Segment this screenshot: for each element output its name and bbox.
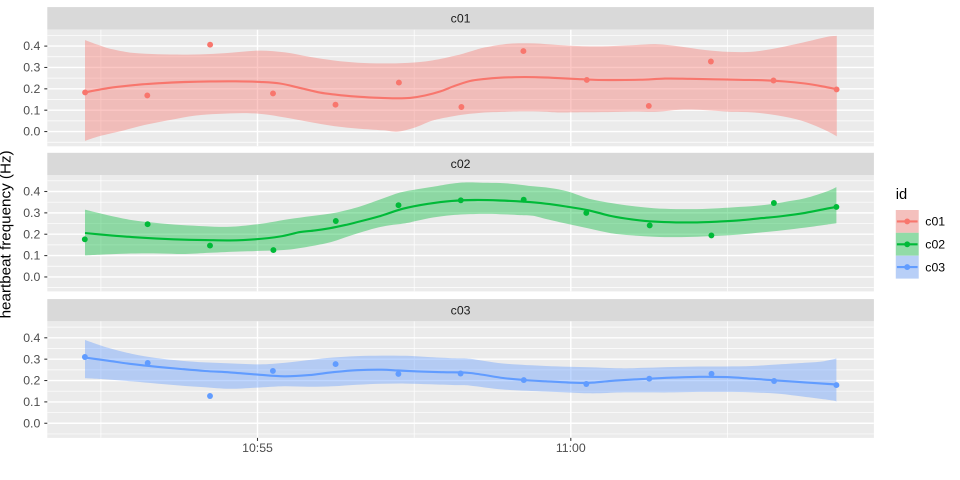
svg-text:0.4: 0.4 bbox=[23, 331, 40, 345]
svg-text:0.2: 0.2 bbox=[23, 82, 40, 96]
svg-text:0.0: 0.0 bbox=[23, 270, 40, 284]
svg-text:0.1: 0.1 bbox=[23, 103, 40, 117]
svg-text:c03: c03 bbox=[451, 303, 471, 317]
svg-text:0.4: 0.4 bbox=[23, 185, 40, 199]
svg-text:0.0: 0.0 bbox=[23, 416, 40, 430]
svg-text:0.3: 0.3 bbox=[23, 206, 40, 220]
svg-text:heartbeat frequency (Hz): heartbeat frequency (Hz) bbox=[0, 150, 14, 318]
svg-text:0.2: 0.2 bbox=[23, 227, 40, 241]
svg-text:10:55: 10:55 bbox=[242, 441, 273, 455]
svg-text:c02: c02 bbox=[925, 238, 945, 252]
svg-text:0.3: 0.3 bbox=[23, 352, 40, 366]
svg-text:0.4: 0.4 bbox=[23, 39, 40, 53]
svg-text:c01: c01 bbox=[925, 215, 945, 229]
svg-text:c01: c01 bbox=[451, 12, 471, 26]
svg-text:0.2: 0.2 bbox=[23, 374, 40, 388]
svg-text:11:00: 11:00 bbox=[556, 441, 586, 455]
svg-text:0.0: 0.0 bbox=[23, 125, 40, 139]
svg-text:0.3: 0.3 bbox=[23, 61, 40, 75]
svg-text:id: id bbox=[896, 187, 907, 203]
svg-text:0.1: 0.1 bbox=[23, 395, 40, 409]
svg-text:c03: c03 bbox=[925, 260, 945, 274]
svg-text:0.1: 0.1 bbox=[23, 249, 40, 263]
svg-text:c02: c02 bbox=[451, 157, 471, 171]
